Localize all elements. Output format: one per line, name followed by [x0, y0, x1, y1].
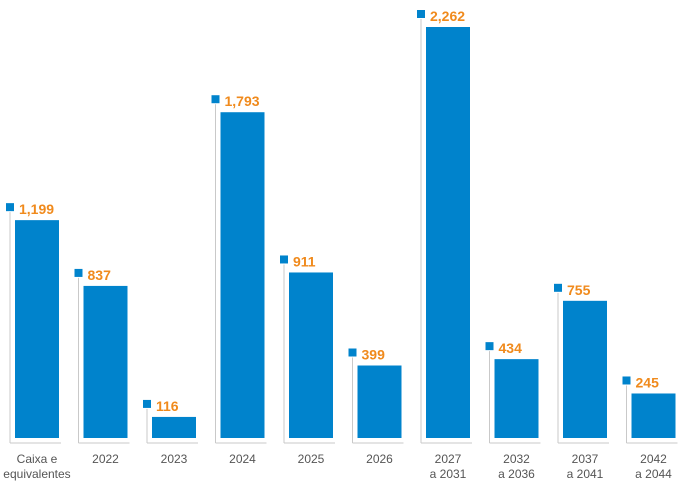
- category-label: 2025: [298, 452, 325, 466]
- category-label: a 2044: [635, 467, 672, 481]
- value-marker-square: [74, 268, 83, 277]
- bar-value-label: 1,793: [225, 93, 260, 109]
- bar: [426, 27, 470, 438]
- bar-value-label: 837: [88, 267, 112, 283]
- value-marker-square: [280, 255, 288, 264]
- category-label: 2026: [366, 452, 393, 466]
- value-marker-square: [622, 376, 631, 385]
- category-label: equivalentes: [3, 467, 70, 481]
- bar-value-label: 911: [293, 253, 316, 269]
- value-marker-square: [485, 342, 494, 351]
- value-marker-square: [211, 95, 220, 104]
- category-label: 2024: [229, 452, 256, 466]
- category-label: Caixa e: [17, 452, 58, 466]
- value-marker-square: [6, 203, 14, 212]
- bar-value-label: 755: [567, 282, 591, 298]
- category-label: 2022: [92, 452, 119, 466]
- value-marker-square: [554, 283, 562, 292]
- bar-value-label: 2,262: [430, 8, 465, 24]
- bar: [494, 359, 539, 438]
- bar: [563, 300, 607, 438]
- value-marker-square: [348, 348, 357, 357]
- bar-value-label: 116: [156, 398, 179, 414]
- bar: [220, 112, 265, 438]
- bar: [152, 416, 196, 438]
- bar: [83, 285, 128, 438]
- category-label: 2023: [161, 452, 188, 466]
- bar-value-label: 434: [499, 340, 523, 356]
- bar: [15, 220, 59, 438]
- category-label: a 2041: [567, 467, 604, 481]
- bar: [289, 272, 333, 438]
- category-label: a 2031: [430, 467, 467, 481]
- category-label: 2027: [435, 452, 462, 466]
- bar-value-label: 399: [362, 347, 386, 363]
- category-label: 2042: [640, 452, 667, 466]
- category-label: 2037: [572, 452, 599, 466]
- bar-value-label: 245: [636, 374, 660, 390]
- value-marker-square: [417, 10, 425, 18]
- category-label: 2032: [503, 452, 530, 466]
- bar: [631, 393, 676, 438]
- bar-value-label: 1,199: [19, 201, 54, 217]
- category-label: a 2036: [498, 467, 535, 481]
- value-marker-square: [143, 399, 151, 408]
- bar: [357, 365, 402, 438]
